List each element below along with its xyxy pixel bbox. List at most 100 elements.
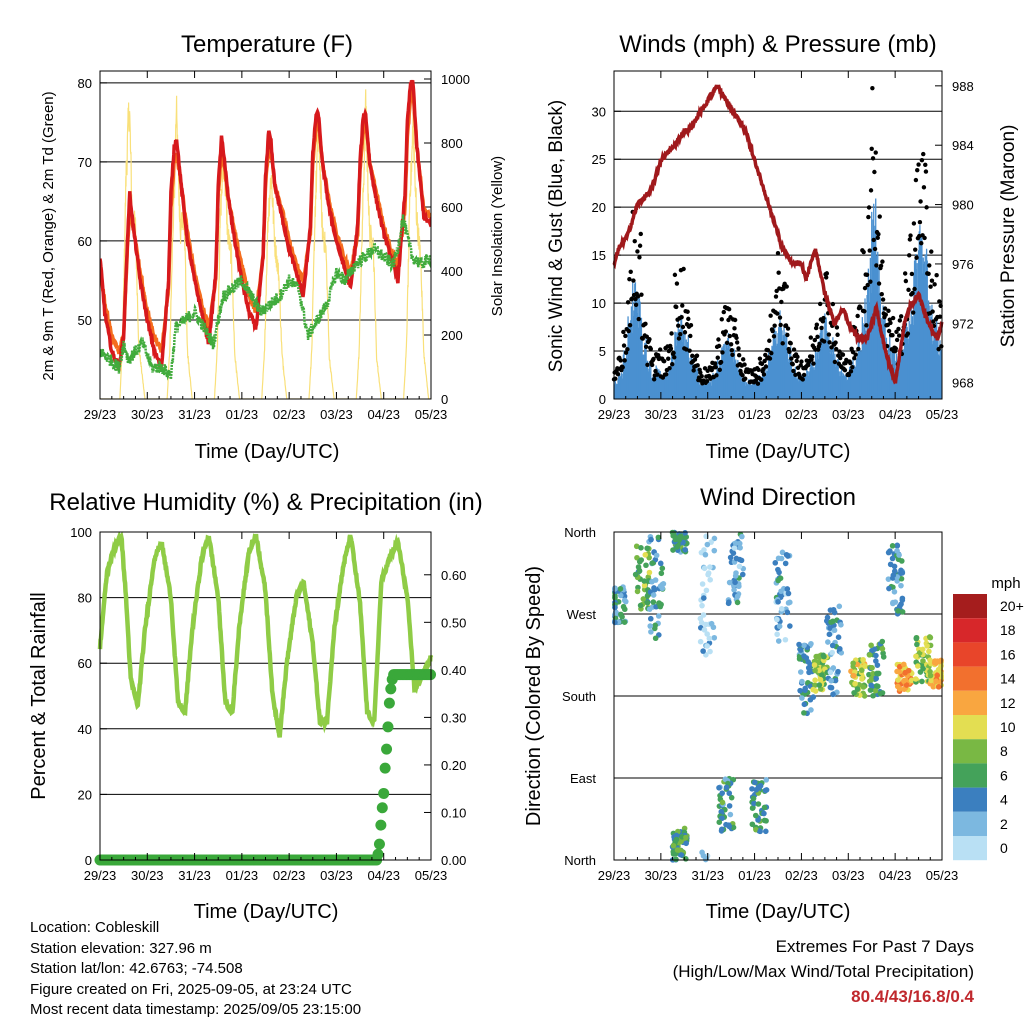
direction-point — [734, 593, 741, 600]
direction-point — [647, 623, 654, 629]
direction-point — [870, 670, 876, 677]
direction-point — [642, 551, 649, 558]
gust-point — [680, 324, 686, 330]
gust-point — [911, 221, 917, 226]
gust-point — [621, 329, 626, 335]
direction-point — [761, 810, 767, 817]
gust-point — [791, 368, 796, 374]
direction-point — [816, 682, 823, 688]
direction-point — [811, 662, 818, 668]
direction-point — [612, 604, 618, 611]
speed-legend-swatch — [953, 811, 987, 836]
gust-point — [785, 326, 791, 331]
gust-point — [848, 369, 854, 374]
gust-point — [631, 278, 636, 283]
direction-point — [670, 842, 677, 849]
direction-point — [885, 549, 892, 556]
gust-point — [916, 162, 921, 167]
direction-point — [862, 663, 868, 669]
direction-xtick-label: 03/23 — [832, 868, 865, 883]
direction-point — [933, 678, 939, 684]
direction-plot-frame — [613, 531, 943, 861]
gust-point — [911, 310, 916, 315]
solar-y2tick-label: 800 — [441, 136, 463, 151]
direction-point — [824, 614, 831, 621]
winds-plot-frame — [613, 70, 943, 400]
direction-point — [761, 804, 768, 811]
gust-point — [736, 346, 741, 351]
gust-point — [772, 323, 777, 328]
direction-point — [879, 690, 886, 696]
gust-point — [759, 361, 765, 367]
direction-point — [827, 625, 833, 631]
gust-point — [848, 360, 853, 366]
direction-point — [634, 588, 641, 595]
gust-point — [639, 292, 644, 297]
gust-point — [732, 326, 737, 331]
gust-point — [893, 346, 899, 351]
direction-point — [644, 599, 651, 606]
gust-point — [618, 358, 623, 363]
pressure-line — [612, 84, 944, 385]
gust-point — [864, 272, 870, 277]
direction-point — [652, 622, 658, 629]
gust-point — [719, 317, 724, 322]
direction-point — [726, 790, 733, 797]
direction-point — [649, 560, 656, 566]
temperature-plot-frame — [99, 70, 432, 400]
humidity-chart: 0 20 40 60 80 100 0.00 0.10 0.20 0.30 0.40 0.50 0.60… — [70, 525, 466, 883]
direction-point — [830, 691, 836, 698]
speed-legend-label: 16 — [1000, 646, 1016, 662]
gust-point — [875, 235, 880, 241]
gust-point — [709, 367, 714, 373]
direction-point — [711, 634, 718, 641]
gust-point — [886, 308, 891, 314]
gust-point — [699, 373, 704, 379]
gust-point — [627, 276, 632, 282]
temp-xtick-label: 03/23 — [320, 407, 353, 422]
direction-point — [810, 694, 817, 700]
direction-point — [868, 642, 874, 649]
direction-point — [899, 597, 906, 603]
gust-point — [866, 214, 871, 220]
direction-point — [702, 551, 709, 558]
gust-point — [869, 146, 874, 151]
direction-point — [722, 776, 729, 783]
gust-point — [811, 361, 816, 366]
gust-point — [870, 156, 876, 161]
direction-point — [868, 682, 874, 689]
gust-point — [643, 321, 648, 327]
direction-point — [894, 683, 901, 690]
gust-point — [778, 322, 783, 328]
gust-point — [688, 333, 693, 339]
gust-point — [691, 368, 696, 373]
gust-point — [917, 233, 922, 239]
direction-point — [859, 667, 865, 673]
direction-point — [886, 585, 892, 592]
wind-ytick-label: 0 — [599, 392, 606, 407]
gust-point — [767, 338, 772, 343]
direction-point — [683, 840, 689, 847]
pressure-y2tick-label: 988 — [952, 79, 974, 94]
gust-point — [635, 249, 640, 254]
direction-point — [618, 611, 624, 618]
gust-point — [773, 294, 779, 299]
gust-point — [743, 376, 748, 381]
gust-point — [862, 285, 868, 291]
direction-point — [711, 535, 718, 542]
direction-point — [775, 577, 781, 584]
gust-point — [910, 290, 915, 296]
direction-point — [797, 647, 804, 653]
direction-point — [660, 581, 667, 587]
gust-point — [757, 356, 763, 361]
gust-point — [868, 279, 873, 284]
gust-point — [787, 349, 792, 355]
direction-point — [670, 547, 676, 553]
gust-point — [679, 315, 684, 320]
direction-point — [753, 826, 759, 833]
gust-point — [688, 322, 694, 328]
gust-point — [651, 377, 657, 382]
direction-xtick-label: 04/23 — [879, 868, 912, 883]
direction-ytick-label: West — [567, 607, 597, 622]
